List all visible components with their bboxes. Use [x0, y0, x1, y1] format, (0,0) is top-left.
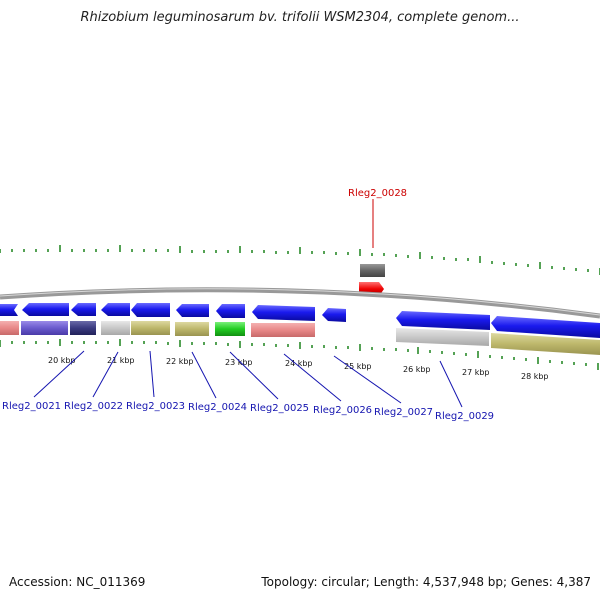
outer-tick-ring: [0, 245, 600, 275]
gene-leader-lines: [33, 350, 463, 408]
genome-backbone: [0, 287, 600, 319]
gene-arrow: [252, 305, 315, 321]
inner-tick-ring: [0, 339, 599, 370]
kbp-label: 22 kbp: [166, 357, 194, 366]
gene-arrow: [71, 303, 96, 316]
gene-label-highlighted: Rleg2_0028: [348, 188, 407, 199]
gene-label: Rleg2_0022: [64, 401, 123, 412]
kbp-label: 26 kbp: [403, 365, 431, 374]
highlight-gene-cog-box[interactable]: [360, 264, 385, 277]
gene-arrow: [22, 303, 69, 316]
gene-arrows[interactable]: [0, 303, 600, 338]
gene-arrow: [0, 304, 18, 316]
gene-label: Rleg2_0023: [126, 401, 185, 412]
gene-arrow: [131, 303, 170, 317]
kbp-label: 28 kbp: [521, 372, 549, 381]
gene-label: Rleg2_0026: [313, 405, 372, 416]
kbp-label: 25 kbp: [344, 362, 372, 371]
kbp-label: 21 kbp: [107, 356, 135, 365]
map-title: Rhizobium leguminosarum bv. trifolii WSM…: [80, 10, 520, 25]
gene-labels[interactable]: Rleg2_0028 Rleg2_0021 Rleg2_0022 Rleg2_0…: [2, 188, 494, 422]
cog-boxes: [0, 321, 600, 355]
gene-arrow: [101, 303, 130, 316]
gene-label: Rleg2_0021: [2, 401, 61, 412]
gene-label: Rleg2_0027: [374, 407, 433, 418]
gene-arrow: [216, 304, 245, 318]
kbp-scale-labels: 20 kbp 21 kbp 22 kbp 23 kbp 24 kbp 25 kb…: [48, 356, 549, 381]
accession-text: Accession: NC_011369: [9, 575, 146, 589]
kbp-label: 20 kbp: [48, 356, 76, 365]
gene-label: Rleg2_0025: [250, 403, 309, 414]
gene-arrow: [491, 316, 600, 338]
gene-label: Rleg2_0029: [435, 411, 494, 422]
genome-backbone-highlight: [0, 288, 600, 316]
kbp-label: 24 kbp: [285, 359, 313, 368]
kbp-label: 27 kbp: [462, 368, 490, 377]
gene-arrow: [322, 308, 346, 322]
gene-arrow: [396, 311, 490, 330]
topology-text: Topology: circular; Length: 4,537,948 bp…: [261, 575, 591, 589]
gene-label: Rleg2_0024: [188, 402, 247, 413]
kbp-label: 23 kbp: [225, 358, 253, 367]
gene-arrow: [176, 304, 209, 317]
